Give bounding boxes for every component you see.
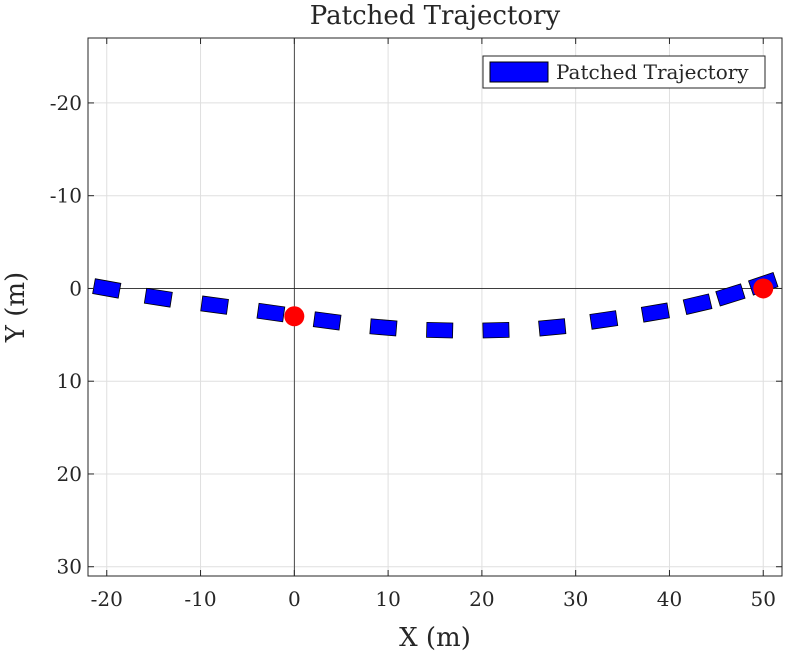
- waypoint-marker: [284, 306, 305, 327]
- trajectory-dash: [715, 283, 746, 307]
- x-axis-label: X (m): [399, 623, 471, 653]
- zero-lines: [88, 38, 782, 576]
- trajectory-dash: [538, 318, 567, 337]
- y-tick-label: -10: [50, 184, 82, 208]
- x-tick-label: 40: [657, 587, 682, 611]
- y-tick-label: 10: [57, 369, 82, 393]
- x-tick-label: 30: [563, 587, 588, 611]
- y-tick-label: -20: [50, 91, 82, 115]
- x-tick-label: 10: [375, 587, 400, 611]
- x-tick-label: -10: [184, 587, 216, 611]
- legend: Patched Trajectory: [482, 55, 766, 89]
- chart-title: Patched Trajectory: [310, 1, 561, 31]
- waypoint-marker: [753, 278, 774, 299]
- legend-entry-label: Patched Trajectory: [556, 60, 749, 84]
- y-tick-label: 30: [57, 555, 82, 579]
- trajectory-dash: [482, 321, 510, 339]
- y-tick-label: 0: [69, 276, 82, 300]
- trajectory-dash: [143, 287, 173, 308]
- markers-layer: [284, 278, 774, 327]
- axes-box: [87, 37, 783, 577]
- x-tick-label: 50: [751, 587, 776, 611]
- y-tick-label: 20: [57, 462, 82, 486]
- x-tick-label: 20: [469, 587, 494, 611]
- trajectory-dash: [200, 295, 229, 315]
- legend-swatch: [489, 61, 549, 83]
- trajectory-dash: [256, 302, 286, 323]
- trajectory-dash: [589, 310, 619, 330]
- grid: [88, 38, 782, 576]
- series-layer: [92, 272, 779, 339]
- x-tick-label: -20: [91, 587, 123, 611]
- trajectory-dash: [640, 302, 670, 323]
- trajectory-dash: [369, 318, 398, 337]
- trajectory-dash: [312, 311, 342, 331]
- ticks: [88, 38, 782, 576]
- x-tick-label: 0: [288, 587, 301, 611]
- trajectory-dash: [92, 278, 122, 299]
- tick-labels: -20 -10 0 10 20 30 40 50 -20 -10 0 10 20 30: [50, 91, 776, 611]
- trajectory-dash: [682, 293, 713, 315]
- y-axis-label: Y (m): [1, 272, 31, 343]
- trajectory-dash: [426, 321, 454, 339]
